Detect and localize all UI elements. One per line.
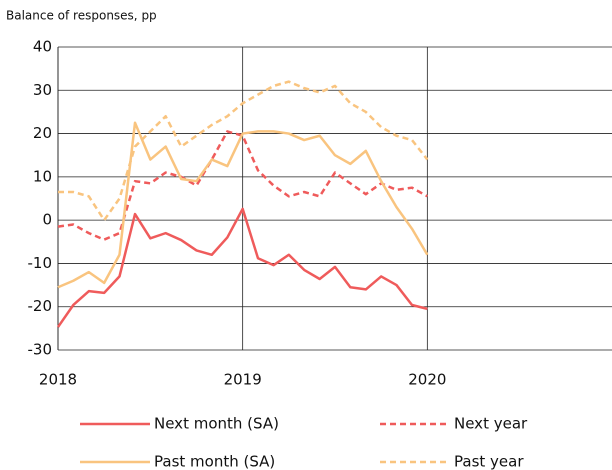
legend-label: Next year [454,415,528,433]
x-tick-label: 2019 [224,371,262,389]
y-tick-label: 10 [33,167,52,185]
series-line [57,130,428,241]
y-tick-label: -20 [28,297,53,315]
x-tick-label: 2020 [408,371,446,389]
legend-label: Past year [454,453,524,470]
y-tick-label: -10 [28,254,53,272]
y-axis-label: Balance of responses, pp [6,9,157,23]
legend-label: Next month (SA) [154,415,279,433]
series-line [57,121,429,289]
y-tick-label: -30 [28,341,53,359]
series-line [56,207,428,328]
series-line [58,80,429,222]
y-tick-label: 30 [33,81,52,99]
y-tick-label: 0 [42,211,52,229]
y-tick-label: 20 [33,124,52,142]
y-tick-label: 40 [33,38,52,56]
legend-label: Past month (SA) [154,453,275,470]
x-tick-label: 2018 [39,371,77,389]
